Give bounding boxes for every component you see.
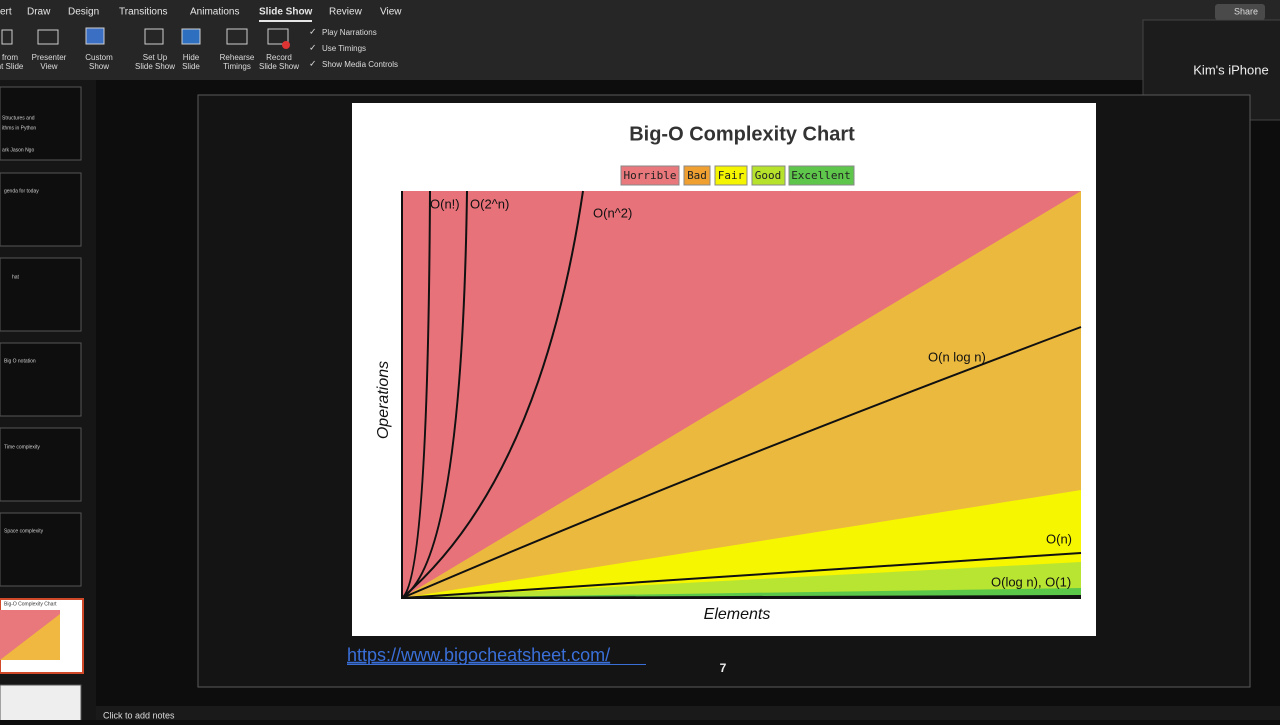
tab[interactable]: Draw	[27, 7, 51, 18]
legend-box	[683, 165, 711, 186]
legend-label: Good	[755, 169, 782, 182]
legend-box	[788, 165, 855, 186]
ribbon-button[interactable]: Record	[266, 53, 292, 62]
svg-text:✓: ✓	[309, 58, 317, 68]
ribbon-button[interactable]: from	[2, 53, 18, 62]
legend-label: Excellent	[791, 169, 851, 182]
checkmarks: ✓ ✓ ✓	[309, 26, 317, 68]
svg-text:✓: ✓	[309, 42, 317, 52]
thumb-chart	[0, 614, 60, 660]
legend-box	[714, 165, 748, 186]
thumb-text: genda for today	[4, 188, 39, 194]
tab[interactable]: Design	[68, 7, 99, 18]
curve-label: O(n log n)	[928, 349, 986, 364]
tab-active[interactable]: Slide Show	[259, 7, 313, 18]
slide-number: 7	[720, 661, 727, 675]
legend-label: Horrible	[624, 169, 677, 182]
chart-title: Big-O Complexity Chart	[629, 123, 855, 145]
svg-text:✓: ✓	[309, 26, 317, 36]
ribbon-button[interactable]: Show	[89, 62, 109, 71]
legend-label: Fair	[718, 169, 745, 182]
thumb-text: Time complexity	[4, 444, 40, 450]
ribbon	[0, 0, 1280, 80]
share-button[interactable]	[1215, 4, 1265, 20]
legend-label: Bad	[687, 169, 707, 182]
ribbon-icons	[1, 27, 289, 45]
ribbon-button[interactable]: Custom	[85, 53, 113, 62]
checkbox[interactable]: Use Timings	[322, 44, 366, 53]
record-icon	[282, 41, 290, 49]
ribbon-button[interactable]: Hide	[183, 53, 200, 62]
tab[interactable]: Animations	[190, 7, 239, 18]
ribbon-button[interactable]: Slide Show	[135, 62, 175, 71]
ribbon-button[interactable]: nt Slide	[0, 62, 24, 71]
thumb-text: ark Jason Ngo	[2, 147, 34, 153]
tab[interactable]: View	[380, 7, 402, 18]
ribbon-button[interactable]: View	[40, 62, 57, 71]
region-good	[402, 562, 1081, 598]
thumbnails	[0, 86, 82, 725]
checkbox[interactable]: Show Media Controls	[322, 60, 398, 69]
ribbon-button[interactable]: Rehearse	[220, 53, 255, 62]
ribbon-button[interactable]: Slide	[182, 62, 200, 71]
thumb-text: Structures and	[2, 115, 35, 121]
checkbox[interactable]: Play Narrations	[322, 28, 377, 37]
x-axis-label: Elements	[704, 606, 771, 623]
ribbon-button[interactable]: Timings	[223, 62, 251, 71]
share-label: Share	[1234, 6, 1258, 16]
legend-box	[751, 165, 786, 186]
link[interactable]: https://www.bigocheatsheet.com/	[347, 645, 610, 665]
curve-label: O(log n), O(1)	[991, 574, 1071, 589]
tab[interactable]: Review	[329, 7, 363, 18]
notes-bar[interactable]	[96, 706, 1280, 720]
tab[interactable]: Transitions	[119, 7, 168, 18]
device-name: Kim's iPhone	[1193, 62, 1268, 77]
region-bad	[402, 191, 1081, 598]
tab-underline	[259, 20, 312, 22]
legend-box	[620, 165, 680, 186]
thumb-text: Big O notation	[4, 358, 36, 364]
y-axis-label: Operations	[375, 361, 392, 439]
ribbon-button[interactable]: Set Up	[143, 53, 168, 62]
thumb-text: Big-O Complexity Chart	[4, 601, 57, 607]
ribbon-button[interactable]: Presenter	[32, 53, 67, 62]
notes-placeholder: Click to add notes	[103, 710, 175, 720]
curve-label: O(2^n)	[470, 196, 509, 211]
thumb-text: Space complexity	[4, 528, 44, 534]
curve-label: O(n^2)	[593, 205, 632, 220]
link-underline	[347, 664, 646, 665]
curves	[401, 190, 1082, 599]
tab[interactable]: ert	[0, 7, 12, 18]
thumb-text: ithms in Python	[2, 125, 36, 131]
curve-label: O(n)	[1046, 531, 1072, 546]
curve-label: O(n!)	[430, 196, 460, 211]
thumb-text: hat	[12, 274, 20, 280]
ribbon-button[interactable]: Slide Show	[259, 62, 299, 71]
